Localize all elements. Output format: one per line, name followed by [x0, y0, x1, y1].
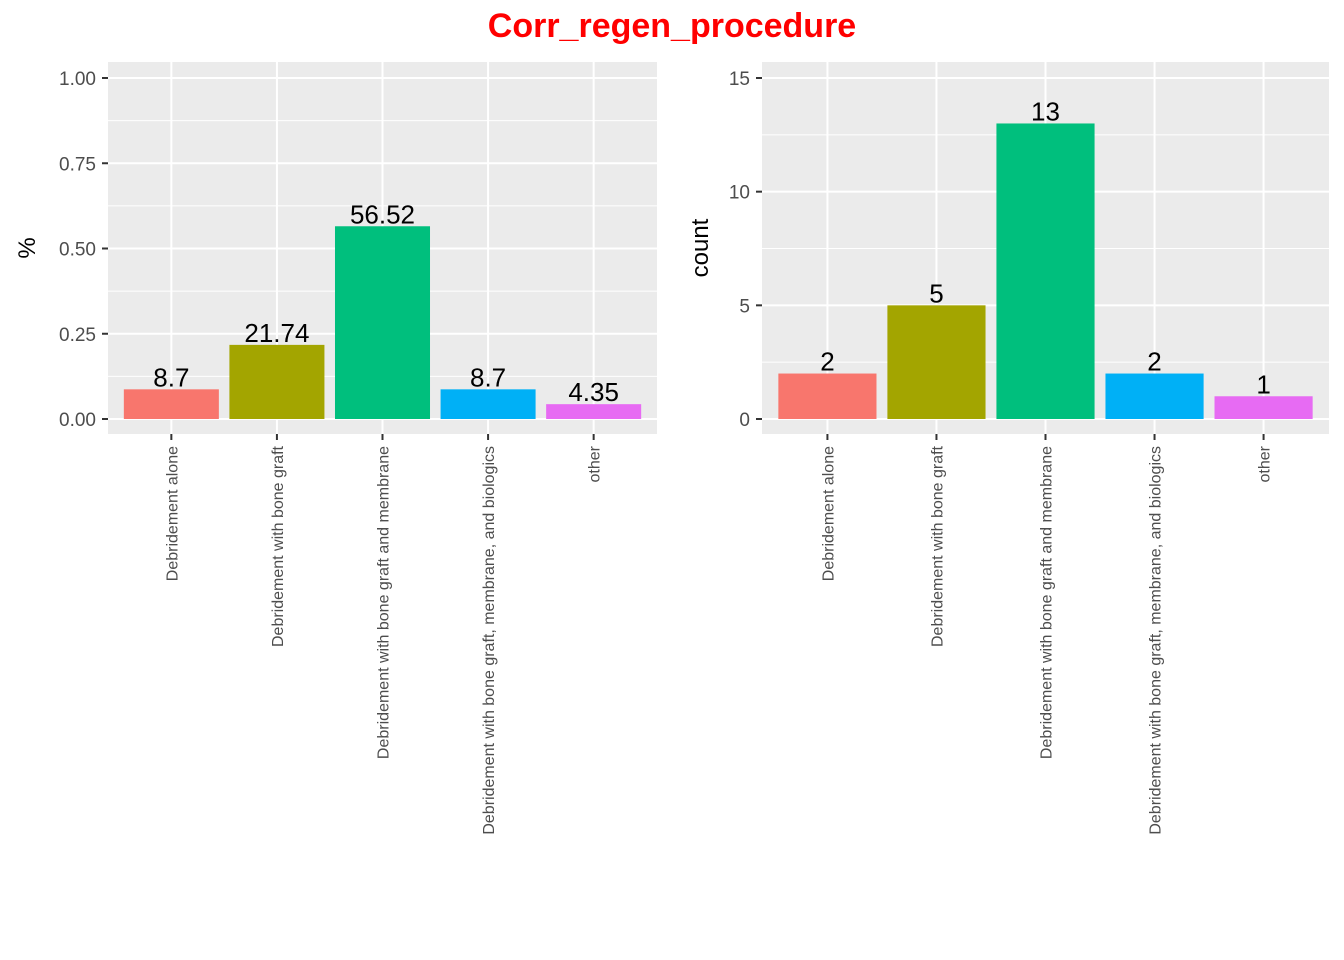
count-data-label: 2 — [820, 347, 834, 377]
pct-x-tick-label: other — [587, 445, 604, 482]
pct-data-label: 21.74 — [244, 318, 309, 348]
count-y-tick-label: 10 — [729, 183, 750, 204]
count-x-tick-label: other — [1257, 445, 1274, 482]
pct-y-tick-label: 0.00 — [59, 410, 96, 431]
count-y-tick-label: 15 — [729, 69, 750, 90]
pct-x-tick-label: Debridement with bone graft and membrane — [376, 446, 393, 759]
pct-data-label: 56.52 — [350, 199, 415, 229]
count-y-tick-label: 5 — [739, 296, 750, 317]
pct-bar — [546, 404, 642, 419]
pct-bar — [123, 389, 219, 419]
count-x-tick-label: Debridement alone — [820, 446, 837, 581]
pct-bar — [440, 389, 536, 419]
count-data-label: 5 — [929, 278, 943, 308]
pct-x-tick-label: Debridement alone — [164, 446, 181, 581]
pct-x-tick-label: Debridement with bone graft — [270, 445, 287, 647]
pct-data-label: 8.7 — [470, 362, 506, 392]
count-bar — [996, 123, 1095, 419]
pct-bar — [229, 344, 325, 419]
count-data-label: 1 — [1256, 369, 1270, 399]
pct-data-label: 8.7 — [153, 362, 189, 392]
count-bar — [887, 305, 986, 419]
count-x-tick-label: Debridement with bone graft, membrane, a… — [1148, 446, 1165, 835]
count-bar — [1105, 373, 1204, 419]
pct-bar — [334, 226, 431, 419]
pct-y-axis-title: % — [14, 237, 41, 258]
count-data-label: 13 — [1031, 96, 1060, 126]
pct-y-tick-label: 0.25 — [59, 325, 96, 346]
count-y-tick-label: 0 — [739, 410, 750, 431]
count-bar — [778, 373, 877, 419]
pct-data-label: 4.35 — [568, 377, 619, 407]
count-x-tick-label: Debridement with bone graft — [929, 445, 946, 647]
count-x-tick-label: Debridement with bone graft and membrane — [1039, 446, 1056, 759]
pct-y-tick-label: 0.50 — [59, 240, 96, 261]
pct-y-tick-label: 1.00 — [59, 69, 96, 90]
chart-title: Corr_regen_procedure — [488, 7, 856, 45]
percent-chart: 0.00 0.25 0.50 0.75 1.00 8.7 21.74 56.52 8.7 4.35… — [14, 62, 657, 835]
count-data-label: 2 — [1147, 347, 1161, 377]
pct-y-tick-label: 0.75 — [59, 154, 96, 175]
count-bar — [1214, 396, 1313, 419]
count-y-axis-title: count — [687, 218, 714, 277]
pct-x-tick-label: Debridement with bone graft, membrane, a… — [481, 446, 498, 835]
